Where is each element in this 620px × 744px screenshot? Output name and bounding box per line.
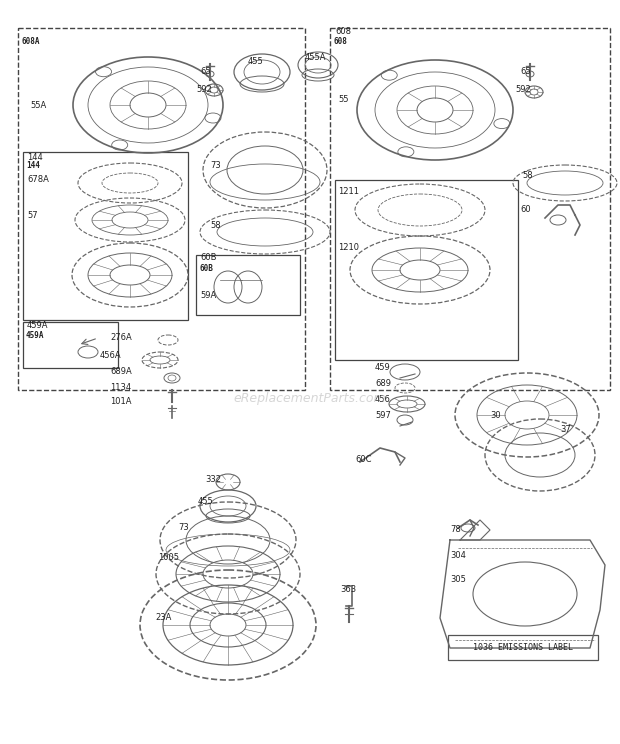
Bar xyxy=(335,180,518,360)
Bar xyxy=(23,322,118,368)
Text: 592: 592 xyxy=(196,86,212,94)
Text: 73: 73 xyxy=(210,161,221,170)
Text: 1211: 1211 xyxy=(338,187,359,196)
Text: 37: 37 xyxy=(560,426,571,434)
Text: 678A: 678A xyxy=(27,176,49,185)
Text: 1210: 1210 xyxy=(338,243,359,252)
Text: 1005: 1005 xyxy=(158,554,179,562)
Text: 459A: 459A xyxy=(26,331,45,340)
Text: 60: 60 xyxy=(520,205,531,214)
Text: 1036 EMISSIONS LABEL: 1036 EMISSIONS LABEL xyxy=(473,643,573,652)
Text: 592: 592 xyxy=(515,86,531,94)
Text: 689A: 689A xyxy=(110,368,131,376)
Bar xyxy=(448,635,598,660)
Text: 689: 689 xyxy=(375,379,391,388)
Text: 101A: 101A xyxy=(110,397,131,406)
Text: 608A: 608A xyxy=(21,37,40,46)
Text: 363: 363 xyxy=(340,586,356,594)
Text: 305: 305 xyxy=(450,576,466,585)
Text: 455: 455 xyxy=(248,57,264,66)
Text: 456A: 456A xyxy=(100,350,122,359)
Text: 30: 30 xyxy=(490,411,500,420)
Text: 608: 608 xyxy=(335,28,351,36)
Text: 55A: 55A xyxy=(30,100,46,109)
Text: 60C: 60C xyxy=(355,455,371,464)
Bar xyxy=(18,28,305,390)
Bar xyxy=(330,28,610,390)
Text: 597: 597 xyxy=(375,411,391,420)
Text: 608: 608 xyxy=(333,37,347,46)
Text: 65: 65 xyxy=(520,68,531,77)
Text: eReplacementParts.com: eReplacementParts.com xyxy=(234,391,386,405)
Text: 23A: 23A xyxy=(155,614,171,623)
Text: 78: 78 xyxy=(450,525,461,534)
Bar xyxy=(196,255,300,315)
Text: 65: 65 xyxy=(200,68,211,77)
Text: 459A: 459A xyxy=(27,321,48,330)
Text: 57: 57 xyxy=(27,211,38,219)
Text: 58: 58 xyxy=(210,220,221,229)
Text: 459: 459 xyxy=(375,364,391,373)
Text: 304: 304 xyxy=(450,551,466,559)
Text: 55: 55 xyxy=(338,95,348,104)
Text: 60B: 60B xyxy=(199,264,213,273)
Text: 455: 455 xyxy=(198,498,214,507)
Text: 276A: 276A xyxy=(110,333,131,342)
Text: 144: 144 xyxy=(26,161,40,170)
Text: 144: 144 xyxy=(27,153,43,162)
Text: 1134: 1134 xyxy=(110,383,131,393)
Text: 455A: 455A xyxy=(305,54,327,62)
Bar xyxy=(23,152,188,320)
Text: 59A: 59A xyxy=(200,290,216,300)
Text: 332: 332 xyxy=(205,475,221,484)
Text: 60B: 60B xyxy=(200,254,216,263)
Text: 58: 58 xyxy=(522,170,533,179)
Text: 73: 73 xyxy=(178,524,188,533)
Text: 456: 456 xyxy=(375,396,391,405)
